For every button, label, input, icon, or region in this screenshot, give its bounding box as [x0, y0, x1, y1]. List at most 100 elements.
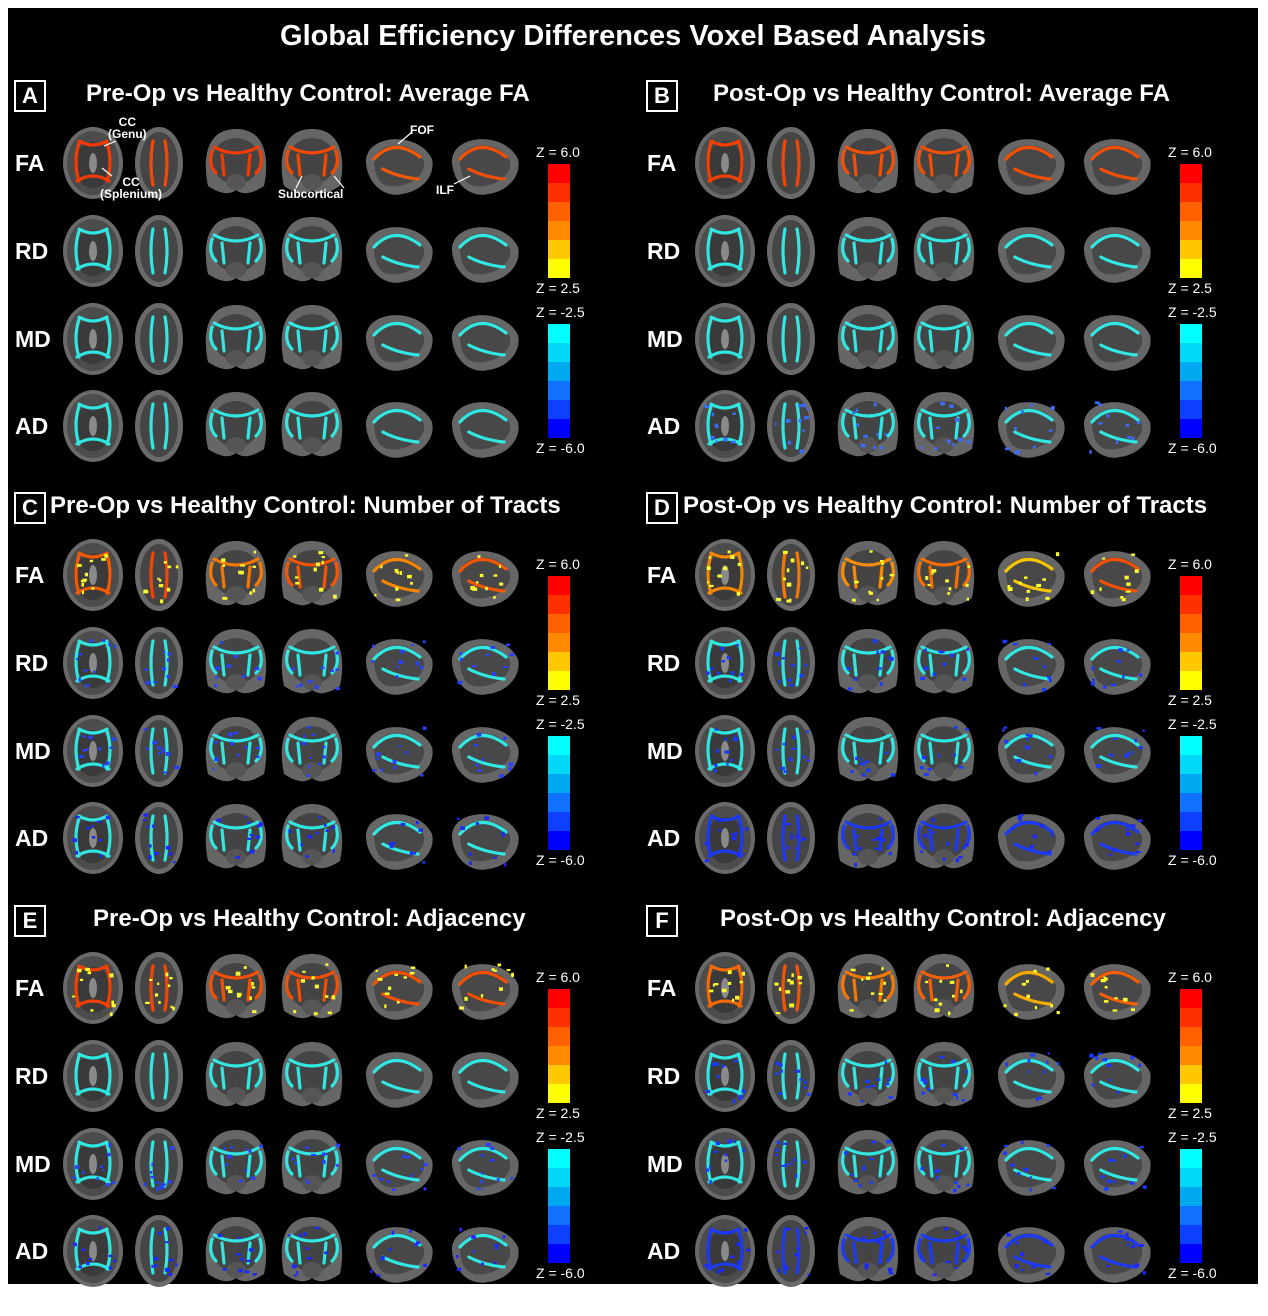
brain-slice-ad-4 [913, 804, 975, 869]
brain-slice-fa-3 [837, 129, 899, 194]
brain-slice-ad-5 [997, 402, 1065, 458]
brain-slice-fa-2 [135, 952, 183, 1024]
brain-slice-fa-3 [837, 954, 899, 1019]
brain-slice-ad-2 [767, 390, 815, 462]
brain-slice-md-1 [695, 303, 755, 375]
brain-slice-ad-4 [281, 804, 343, 869]
colorbar-positive [548, 164, 570, 278]
brain-slice-rd-6 [451, 639, 519, 695]
brain-slice-rd-3 [837, 217, 899, 282]
brain-slice-ad-1 [695, 390, 755, 462]
brain-slice-md-2 [135, 1128, 183, 1200]
brain-slice-md-3 [837, 1130, 899, 1195]
colorbar-negative-top-label: Z = -2.5 [1168, 1129, 1217, 1145]
row-label-fa: FA [15, 562, 45, 588]
brain-slice-ad-3 [837, 392, 899, 457]
panel-letter: F [646, 905, 678, 937]
brain-slice-fa-1 [63, 539, 123, 611]
brain-slice-md-5 [997, 726, 1065, 783]
brain-slice-rd-3 [205, 629, 267, 694]
colorbar-negative-top-label: Z = -2.5 [1168, 304, 1217, 320]
ilf-label: ILF [436, 183, 454, 197]
brain-slice-rd-6 [1083, 1052, 1151, 1108]
row-label-rd: RD [15, 238, 49, 264]
brain-slice-fa-1 [695, 952, 755, 1024]
row-label-md: MD [15, 1151, 51, 1177]
brain-slice-ad-6 [1083, 814, 1151, 870]
panel-e: E Pre-Op vs Healthy Control: Adjacency FA R… [8, 905, 628, 1316]
brain-slice-md-3 [205, 717, 267, 782]
brain-slice-ad-3 [837, 1217, 899, 1282]
colorbar-positive-bottom-label: Z = 2.5 [536, 1105, 580, 1121]
brain-slice-md-6 [451, 727, 519, 783]
brain-slice-ad-6 [1083, 1227, 1151, 1283]
brain-slice-rd-2 [135, 1040, 183, 1112]
brain-slice-rd-5 [365, 227, 433, 283]
row-label-ad: AD [647, 413, 681, 439]
brain-slice-fa-3 [205, 541, 267, 606]
brain-slice-rd-1 [695, 215, 755, 287]
brain-slice-fa-4 [913, 129, 975, 194]
brain-slice-md-3 [205, 1130, 267, 1195]
brain-slice-md-1 [63, 715, 123, 787]
brain-slice-rd-5 [997, 1052, 1065, 1108]
colorbar-positive-top-label: Z = 6.0 [536, 969, 580, 985]
brain-slice-ad-1 [695, 802, 755, 874]
panel-letter: D [646, 492, 678, 524]
colorbar-positive-top-label: Z = 6.0 [1168, 556, 1212, 572]
brain-slice-rd-2 [767, 627, 815, 699]
row-label-rd: RD [15, 1063, 49, 1089]
brain-slice-fa-6 [1083, 964, 1151, 1020]
panel-title: Pre-Op vs Healthy Control: Adjacency [93, 905, 526, 932]
brain-slice-md-4 [281, 305, 343, 370]
brain-slice-ad-5 [997, 813, 1065, 870]
brain-slice-ad-3 [837, 804, 899, 869]
brain-slice-md-5 [365, 315, 433, 371]
colorbar-positive-top-label: Z = 6.0 [1168, 969, 1212, 985]
brain-slice-fa-6 [1083, 551, 1151, 607]
brain-slice-md-5 [997, 1140, 1065, 1196]
brain-slice-rd-1 [63, 627, 123, 699]
colorbar-negative [548, 324, 570, 438]
colorbar-positive-bottom-label: Z = 2.5 [1168, 1105, 1212, 1121]
brain-slice-rd-3 [837, 1042, 899, 1107]
row-label-ad: AD [15, 825, 49, 851]
brain-slice-fa-4 [913, 541, 975, 606]
brain-slice-ad-4 [281, 1217, 343, 1282]
brain-slice-fa-5 [365, 551, 433, 607]
colorbar-negative-top-label: Z = -2.5 [1168, 716, 1217, 732]
colorbar-positive-top-label: Z = 6.0 [1168, 144, 1212, 160]
brain-slice-md-3 [837, 305, 899, 370]
colorbar-positive-bottom-label: Z = 2.5 [536, 692, 580, 708]
brain-slice-ad-1 [695, 1215, 755, 1287]
row-label-fa: FA [647, 150, 677, 176]
brain-slice-rd-6 [451, 227, 519, 283]
subcortical-label: Subcortical [278, 187, 344, 201]
brain-slice-ad-5 [365, 814, 433, 870]
brain-slice-rd-5 [997, 227, 1065, 283]
brain-slice-fa-2 [767, 952, 815, 1024]
figure: Global Efficiency Differences Voxel Base… [8, 8, 1260, 1287]
brain-slice-ad-2 [767, 1215, 815, 1287]
brain-slice-ad-1 [63, 390, 123, 462]
brain-slice-md-5 [365, 726, 433, 783]
cc-genu-label: CC (Genu) [108, 115, 147, 141]
row-label-md: MD [15, 738, 51, 764]
panel-d: D Post-Op vs Healthy Control: Number of T… [640, 492, 1260, 903]
brain-slice-fa-6 [1083, 139, 1151, 195]
panel-letter: E [14, 905, 46, 937]
panel-f: F Post-Op vs Healthy Control: Adjacency FA… [640, 905, 1260, 1316]
brain-slice-md-5 [997, 315, 1065, 371]
brain-slice-md-6 [451, 315, 519, 371]
colorbar-negative-top-label: Z = -2.5 [536, 304, 585, 320]
colorbar-negative [1180, 1149, 1202, 1263]
row-label-md: MD [647, 1151, 683, 1177]
colorbar-negative-bottom-label: Z = -6.0 [1168, 440, 1217, 456]
colorbar-negative [1180, 736, 1202, 850]
brain-slice-rd-2 [767, 1040, 815, 1112]
colorbar-positive-bottom-label: Z = 2.5 [1168, 280, 1212, 296]
brain-slice-fa-6 [451, 551, 519, 607]
colorbar-negative [1180, 324, 1202, 438]
colorbar-negative [548, 1149, 570, 1263]
brain-slice-md-4 [913, 305, 975, 370]
